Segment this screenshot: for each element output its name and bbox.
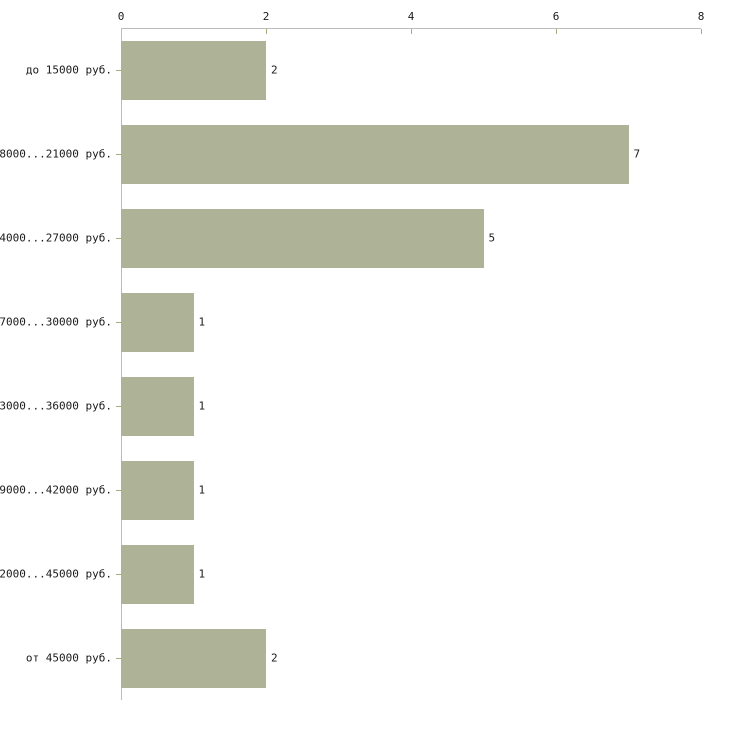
x-axis-tick-label: 6 bbox=[552, 10, 560, 23]
bar bbox=[121, 40, 266, 100]
y-axis-category-label: от 45000 руб. bbox=[25, 651, 112, 665]
bar-value-label: 1 bbox=[198, 483, 206, 497]
bar-value-label: 2 bbox=[271, 651, 278, 665]
x-axis-tick bbox=[410, 29, 412, 34]
y-axis-tick bbox=[116, 489, 121, 491]
x-axis-tick-label: 8 bbox=[697, 10, 705, 23]
y-axis-tick bbox=[116, 237, 121, 239]
bar-value-label: 2 bbox=[271, 63, 278, 77]
y-axis-tick bbox=[116, 657, 121, 659]
bar bbox=[121, 544, 194, 604]
bar bbox=[121, 376, 194, 436]
bar bbox=[121, 292, 194, 352]
y-axis-tick bbox=[116, 321, 121, 323]
bar bbox=[121, 124, 629, 184]
x-axis-tick bbox=[555, 29, 557, 34]
y-axis-tick bbox=[116, 69, 121, 71]
bar bbox=[121, 208, 484, 268]
y-axis-category-label: 42000...45000 руб. bbox=[0, 567, 112, 581]
x-axis-line bbox=[121, 28, 701, 29]
y-axis-tick bbox=[116, 153, 121, 155]
y-axis-tick bbox=[116, 405, 121, 407]
y-axis-tick bbox=[116, 573, 121, 575]
y-axis-category-label: до 15000 руб. bbox=[25, 63, 112, 77]
bar-value-label: 5 bbox=[488, 231, 496, 245]
x-axis-tick-label: 2 bbox=[262, 10, 270, 23]
bar-value-label: 1 bbox=[198, 567, 206, 581]
bar-value-label: 7 bbox=[633, 147, 641, 161]
y-axis-category-label: 24000...27000 руб. bbox=[0, 231, 112, 245]
bar-value-label: 1 bbox=[198, 399, 206, 413]
y-axis-category-label: 39000...42000 руб. bbox=[0, 483, 112, 497]
y-axis-category-label: 33000...36000 руб. bbox=[0, 399, 112, 413]
x-axis-tick-label: 0 bbox=[117, 10, 125, 23]
bar bbox=[121, 628, 266, 688]
bar bbox=[121, 460, 194, 520]
y-axis-category-label: 27000...30000 руб. bbox=[0, 315, 112, 329]
y-axis-line bbox=[121, 28, 122, 700]
x-axis-tick bbox=[265, 29, 267, 34]
y-axis-category-label: 18000...21000 руб. bbox=[0, 147, 112, 161]
x-axis-tick bbox=[700, 29, 702, 34]
x-axis-tick-label: 4 bbox=[407, 10, 415, 23]
bar-value-label: 1 bbox=[198, 315, 206, 329]
